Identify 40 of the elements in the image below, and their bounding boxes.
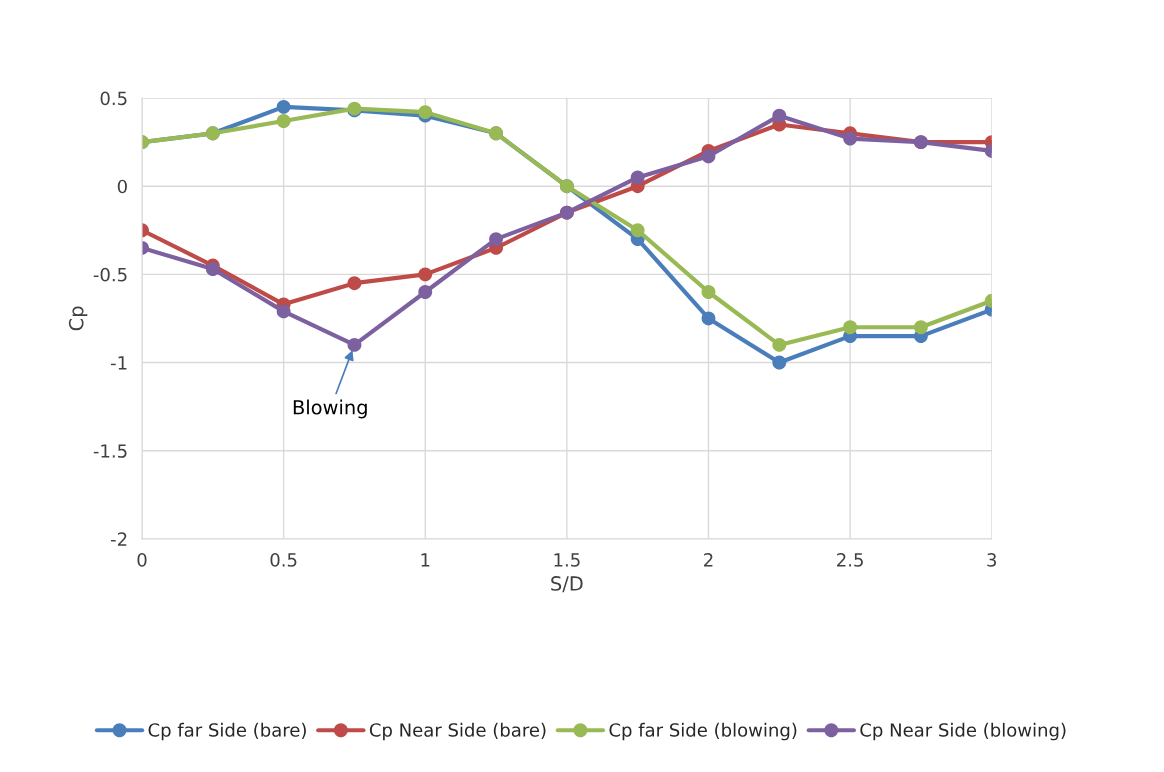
point (772, 108, 787, 123)
point (276, 114, 291, 128)
y-tick-label: -1 (111, 356, 127, 370)
y-tick-label: -1.5 (93, 444, 127, 458)
point (630, 223, 645, 238)
x-axis-title: S/D (551, 576, 583, 593)
point (772, 337, 787, 352)
y-tick-label: 0 (117, 179, 127, 194)
legend-label: Cp far Side (blowing) (609, 722, 797, 741)
point (347, 337, 362, 352)
y-tick-label: 0.5 (100, 91, 127, 106)
point (701, 285, 716, 299)
point (205, 262, 220, 277)
legend-label: Cp Near Side (bare) (369, 722, 546, 741)
y-axis-title: Cp (68, 306, 88, 331)
point (276, 99, 291, 114)
legend-label: Cp Near Side (blowing) (860, 722, 1066, 741)
point (843, 131, 858, 146)
x-tick-label: 3 (987, 553, 997, 567)
x-tick-label: 1.5 (554, 553, 580, 567)
point (701, 149, 716, 164)
point (418, 285, 433, 299)
point (701, 311, 716, 326)
x-tick-label: 0.5 (270, 553, 297, 567)
point (347, 276, 362, 291)
x-tick-label: 2 (704, 553, 713, 567)
x-tick-label: 0 (137, 553, 147, 567)
x-tick-label: 2.5 (837, 553, 863, 567)
y-tick-label: -2 (111, 532, 127, 546)
point (772, 355, 787, 370)
y-tick-label: -0.5 (93, 267, 127, 282)
annotation: Blowing (293, 399, 367, 419)
legend-label: Cp far Side (bare) (148, 722, 306, 741)
point (630, 170, 645, 185)
point (489, 232, 503, 247)
point (843, 320, 858, 335)
point (913, 320, 928, 335)
x-tick-label: 1 (421, 553, 430, 567)
point (418, 267, 433, 282)
point (276, 304, 291, 319)
